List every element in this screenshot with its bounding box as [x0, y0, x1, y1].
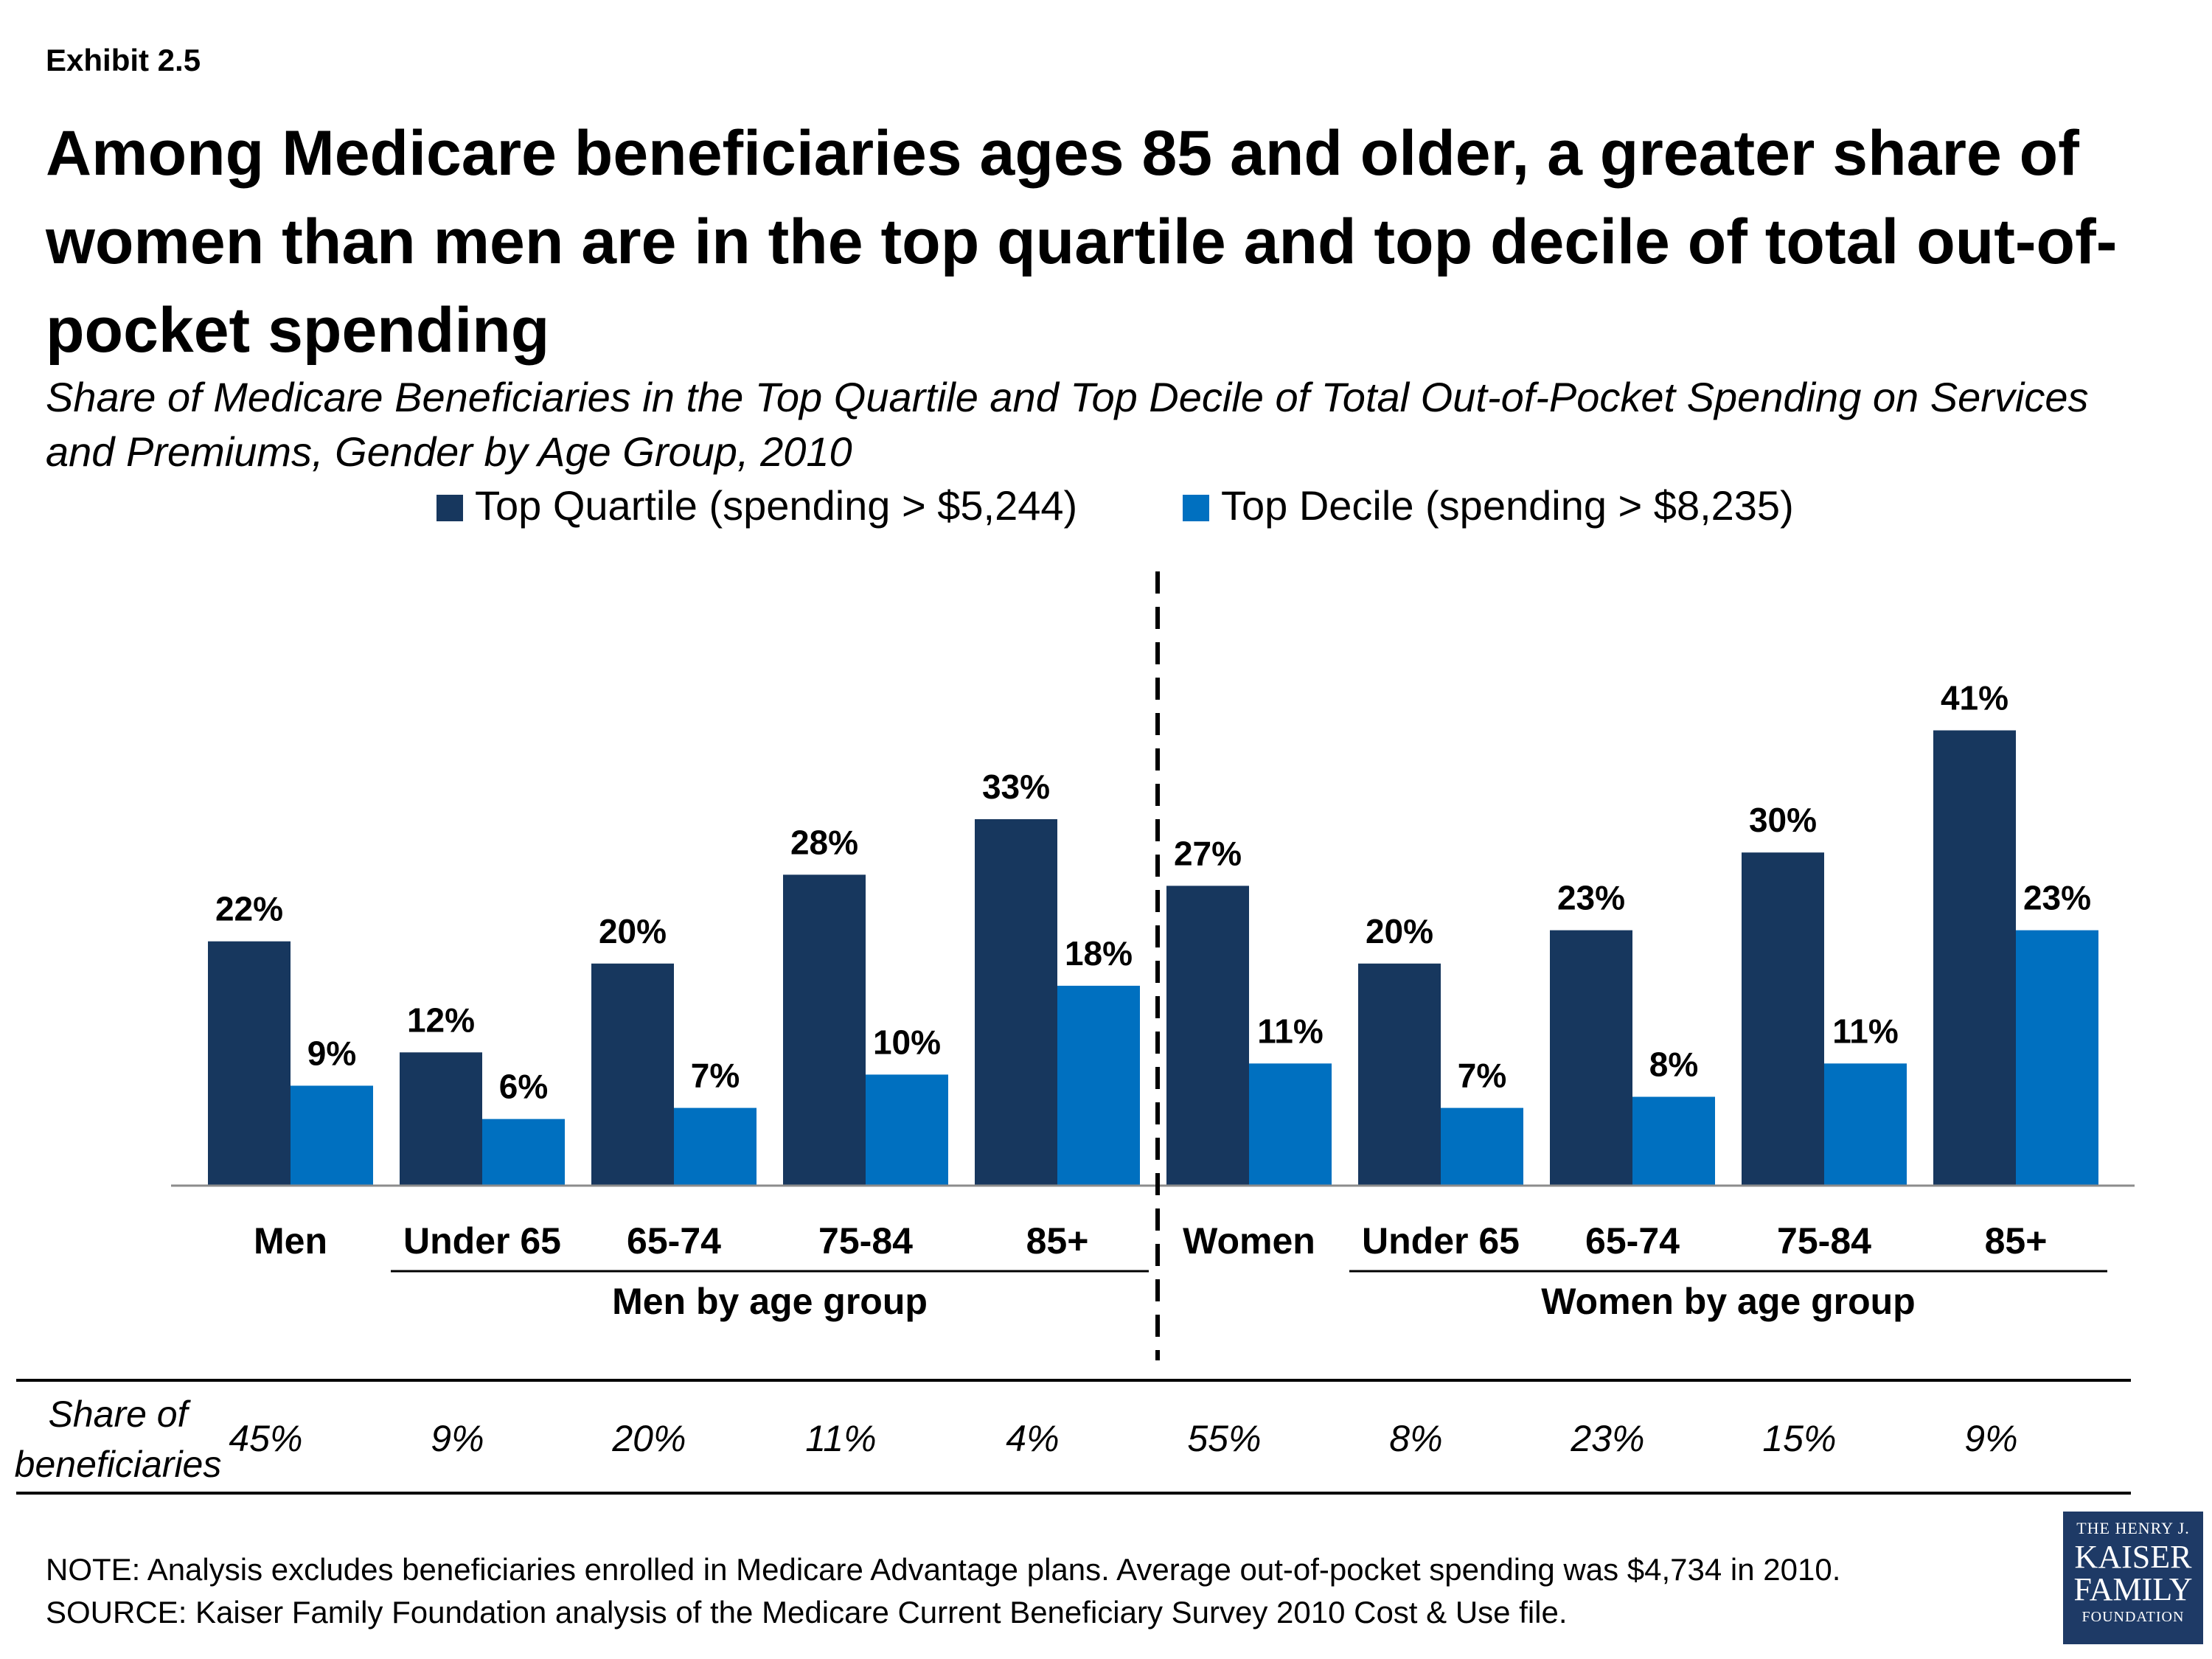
- share-value: 9%: [431, 1418, 484, 1459]
- bar-chart: Top Quartile (spending > $5,244) Top Deci…: [15, 482, 2135, 1495]
- group-label: Women by age group: [1541, 1281, 1915, 1322]
- category-label: Women: [1183, 1220, 1315, 1262]
- bar-top-decile: [1824, 1063, 1907, 1186]
- bar-top-quartile: [400, 1052, 482, 1186]
- data-label-top-decile: 23%: [2023, 879, 2091, 917]
- data-label-top-decile: 9%: [307, 1034, 356, 1072]
- bar-top-decile: [866, 1074, 948, 1186]
- data-label-top-quartile: 28%: [790, 823, 858, 861]
- bar-top-decile: [482, 1119, 565, 1186]
- kff-logo: THE HENRY J. KAISER FAMILY FOUNDATION: [2063, 1512, 2203, 1644]
- share-table-label-line2: beneficiaries: [15, 1444, 222, 1485]
- notes: NOTE: Analysis excludes beneficiaries en…: [46, 1548, 2037, 1634]
- data-label-top-quartile: 27%: [1174, 834, 1242, 872]
- category-label: 75-84: [818, 1220, 913, 1262]
- category-label: 85+: [1026, 1220, 1089, 1262]
- data-label-top-decile: 7%: [691, 1057, 740, 1095]
- data-label-top-decile: 11%: [1257, 1012, 1324, 1050]
- page-title: Among Medicare beneficiaries ages 85 and…: [46, 118, 2118, 366]
- source-text: SOURCE: Kaiser Family Foundation analysi…: [46, 1595, 1568, 1630]
- data-label-top-quartile: 23%: [1557, 879, 1625, 917]
- bar-top-quartile: [1166, 886, 1249, 1186]
- bar-top-decile: [1057, 985, 1140, 1186]
- data-label-top-quartile: 41%: [1941, 679, 2008, 717]
- bar-top-quartile: [975, 819, 1057, 1186]
- bar-top-decile: [291, 1085, 373, 1186]
- legend-label-top-decile: Top Decile (spending > $8,235): [1221, 482, 1794, 529]
- data-label-top-quartile: 20%: [1366, 912, 1433, 950]
- data-label-top-quartile: 33%: [982, 768, 1050, 806]
- data-label-top-decile: 11%: [1832, 1012, 1899, 1050]
- exhibit-label: Exhibit 2.5: [46, 43, 201, 77]
- category-label: 65-74: [1585, 1220, 1680, 1262]
- data-label-top-decile: 18%: [1065, 934, 1133, 973]
- chart-subtitle: Share of Medicare Beneficiaries in the T…: [46, 374, 2089, 475]
- share-value: 45%: [229, 1418, 302, 1459]
- category-label: Men: [254, 1220, 327, 1262]
- bar-top-decile: [674, 1107, 757, 1186]
- data-label-top-quartile: 22%: [215, 890, 283, 928]
- share-value: 11%: [805, 1418, 876, 1459]
- bar-top-quartile: [208, 941, 291, 1186]
- share-table-label-line1: Share of: [48, 1394, 191, 1435]
- data-label-top-quartile: 12%: [407, 1001, 475, 1039]
- share-value: 55%: [1187, 1418, 1261, 1459]
- logo-line-2: KAISER: [2074, 1539, 2192, 1575]
- group-label: Men by age group: [612, 1281, 928, 1322]
- category-label: 75-84: [1777, 1220, 1871, 1262]
- bar-top-quartile: [591, 963, 674, 1186]
- bar-top-decile: [1441, 1107, 1523, 1186]
- data-label-top-decile: 7%: [1458, 1057, 1506, 1095]
- category-label: 65-74: [627, 1220, 721, 1262]
- bar-top-quartile: [1550, 930, 1632, 1186]
- share-value: 4%: [1006, 1418, 1059, 1459]
- category-label: Under 65: [403, 1220, 561, 1262]
- bar-top-quartile: [1358, 963, 1441, 1186]
- share-value: 9%: [1964, 1418, 2017, 1459]
- bar-top-quartile: [783, 874, 866, 1186]
- logo-line-3: FAMILY: [2073, 1571, 2193, 1607]
- data-label-top-quartile: 30%: [1749, 801, 1817, 839]
- share-value: 8%: [1389, 1418, 1442, 1459]
- legend-label-top-quartile: Top Quartile (spending > $5,244): [475, 482, 1077, 529]
- logo-line-1: THE HENRY J.: [2076, 1519, 2190, 1537]
- data-label-top-decile: 8%: [1649, 1046, 1698, 1084]
- legend-swatch-top-quartile: [437, 495, 463, 521]
- share-value: 15%: [1762, 1418, 1836, 1459]
- share-value: 20%: [611, 1418, 686, 1459]
- category-label: 85+: [1985, 1220, 2048, 1262]
- bar-top-quartile: [1742, 852, 1824, 1186]
- bar-top-decile: [1632, 1096, 1715, 1186]
- bar-top-decile: [2016, 930, 2098, 1186]
- bar-top-decile: [1249, 1063, 1332, 1186]
- category-label: Under 65: [1362, 1220, 1520, 1262]
- legend-swatch-top-decile: [1183, 495, 1209, 521]
- note-text: NOTE: Analysis excludes beneficiaries en…: [46, 1552, 1841, 1587]
- data-label-top-decile: 6%: [499, 1068, 548, 1106]
- bar-top-quartile: [1933, 730, 2016, 1186]
- data-label-top-quartile: 20%: [599, 912, 667, 950]
- data-label-top-decile: 10%: [873, 1023, 941, 1061]
- share-value: 23%: [1570, 1418, 1644, 1459]
- logo-line-4: FOUNDATION: [2081, 1609, 2185, 1625]
